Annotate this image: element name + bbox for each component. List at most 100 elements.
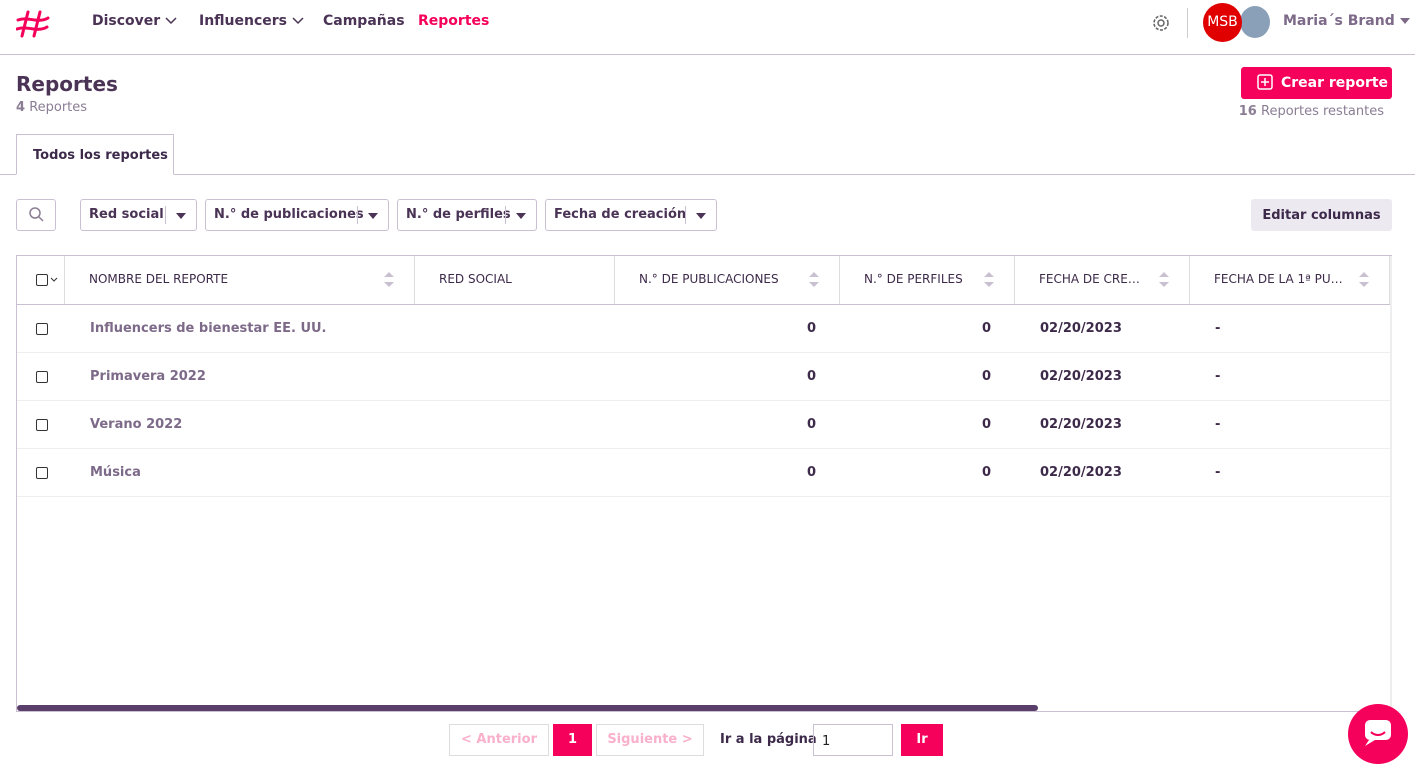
column-header[interactable]: N.° DE PERFILES — [840, 256, 1015, 304]
select-all[interactable] — [17, 256, 65, 304]
divider — [1187, 8, 1188, 38]
report-name[interactable]: Música — [90, 465, 141, 480]
filter-dropdown[interactable]: Fecha de creación — [545, 199, 717, 231]
filter-dropdown[interactable]: N.° de perfiles — [397, 199, 537, 231]
cell: 0 — [981, 417, 991, 432]
row[interactable] — [17, 305, 1390, 353]
row-checkbox[interactable] — [36, 467, 48, 479]
page-title: Reportes — [16, 72, 118, 96]
tab-border — [0, 174, 1415, 175]
plus-icon — [1257, 74, 1273, 90]
nav-item[interactable]: Discover — [92, 13, 177, 29]
cell: - — [1215, 417, 1221, 432]
count-label: Reportes — [29, 100, 88, 115]
caret — [368, 213, 378, 224]
sort-arrows — [1159, 272, 1169, 287]
column-header[interactable]: FECHA DE LA 1ª PUBLICACIÓN — [1190, 256, 1390, 304]
sort-arrows — [984, 272, 994, 287]
logo[interactable] — [16, 8, 50, 40]
v-scroll — [1390, 256, 1392, 711]
report-count: 4 Reportes — [16, 100, 87, 115]
cell: 0 — [806, 369, 816, 384]
report-name[interactable]: Verano 2022 — [90, 417, 183, 432]
sort-icon[interactable] — [809, 270, 819, 294]
chat-icon — [1365, 720, 1391, 746]
nav-item[interactable]: Campañas — [323, 13, 405, 29]
create-label: Crear reporte — [1281, 75, 1389, 91]
h-scrollbar[interactable] — [17, 705, 1038, 711]
separator — [357, 206, 358, 224]
nav-item-active[interactable]: Reportes — [418, 13, 490, 29]
report-name[interactable]: Primavera 2022 — [90, 369, 206, 384]
column-header[interactable]: RED SOCIAL — [415, 256, 615, 304]
chevron — [292, 17, 304, 25]
row[interactable] — [17, 401, 1390, 449]
settings-icon[interactable] — [1150, 12, 1172, 34]
cell: 02/20/2023 — [1040, 465, 1122, 480]
remaining: 16 Reportes restantes — [1239, 104, 1384, 119]
next-button[interactable]: Siguiente > — [596, 724, 704, 756]
caret — [1399, 18, 1410, 24]
edit-columns-button[interactable]: Editar columnas — [1251, 199, 1392, 231]
row-checkbox[interactable] — [36, 371, 48, 383]
chevron — [50, 277, 58, 282]
chat-button[interactable] — [1348, 704, 1408, 764]
filter-dropdown[interactable]: N.° de publicaciones — [205, 199, 389, 231]
cell: 02/20/2023 — [1040, 369, 1122, 384]
column-header[interactable]: NOMBRE DEL REPORTE — [65, 256, 415, 304]
separator — [165, 206, 166, 224]
cell: - — [1215, 321, 1221, 336]
user-photo — [1240, 6, 1270, 38]
sort-icon[interactable] — [1359, 270, 1369, 294]
search-icon — [29, 207, 44, 222]
cell: 02/20/2023 — [1040, 417, 1122, 432]
goto-label: Ir a la página — [720, 732, 817, 747]
row-checkbox[interactable] — [36, 419, 48, 431]
cell: - — [1215, 465, 1221, 480]
caret — [696, 213, 706, 224]
chevron — [165, 17, 177, 25]
tab[interactable]: Todos los reportes — [16, 134, 174, 175]
sort-arrows — [384, 272, 394, 287]
report-name[interactable]: Influencers de bienestar EE. UU. — [90, 321, 327, 336]
count: 4 — [16, 100, 26, 115]
filter-label: N.° de publicaciones — [214, 207, 364, 222]
nav-label: Influencers — [199, 13, 288, 29]
cell: 0 — [981, 321, 991, 336]
nav-item[interactable]: Influencers — [199, 13, 304, 29]
cell: 0 — [806, 417, 816, 432]
sort-icon[interactable] — [984, 270, 994, 294]
brand-name: Maria´s Brand — [1283, 13, 1395, 29]
sort-icon[interactable] — [384, 270, 394, 294]
filter-label: Red social — [89, 207, 164, 222]
column-header[interactable]: FECHA DE CREACIÓN — [1015, 256, 1190, 304]
page-button[interactable]: 1 — [553, 724, 592, 756]
goto-button[interactable]: Ir — [901, 724, 943, 756]
filter-label: N.° de perfiles — [406, 207, 511, 222]
separator — [685, 206, 686, 224]
cell: 0 — [806, 465, 816, 480]
filter-dropdown[interactable]: Red social — [80, 199, 197, 231]
create-button[interactable]: Crear reporte — [1241, 67, 1392, 99]
search-button[interactable] — [16, 199, 56, 231]
row[interactable] — [17, 449, 1390, 497]
cell: 0 — [981, 369, 991, 384]
avatar[interactable]: MSB — [1203, 3, 1242, 42]
prev-button[interactable]: < Anterior — [449, 724, 549, 756]
nav-border — [0, 54, 1415, 55]
cell: 0 — [806, 321, 816, 336]
column-header[interactable]: N.° DE PUBLICACIONES — [615, 256, 840, 304]
sort-arrows — [809, 272, 819, 287]
row[interactable] — [17, 353, 1390, 401]
header-border — [17, 304, 1391, 305]
row-checkbox[interactable] — [36, 323, 48, 335]
cell: 02/20/2023 — [1040, 321, 1122, 336]
filter-label: Fecha de creación — [554, 207, 687, 222]
goto-input[interactable]: 1 — [813, 724, 893, 756]
brand-menu[interactable]: Maria´s Brand — [1283, 13, 1410, 29]
caret — [176, 213, 186, 224]
sort-icon[interactable] — [1159, 270, 1169, 294]
remaining-label: Reportes restantes — [1261, 104, 1384, 119]
caret — [516, 213, 526, 224]
